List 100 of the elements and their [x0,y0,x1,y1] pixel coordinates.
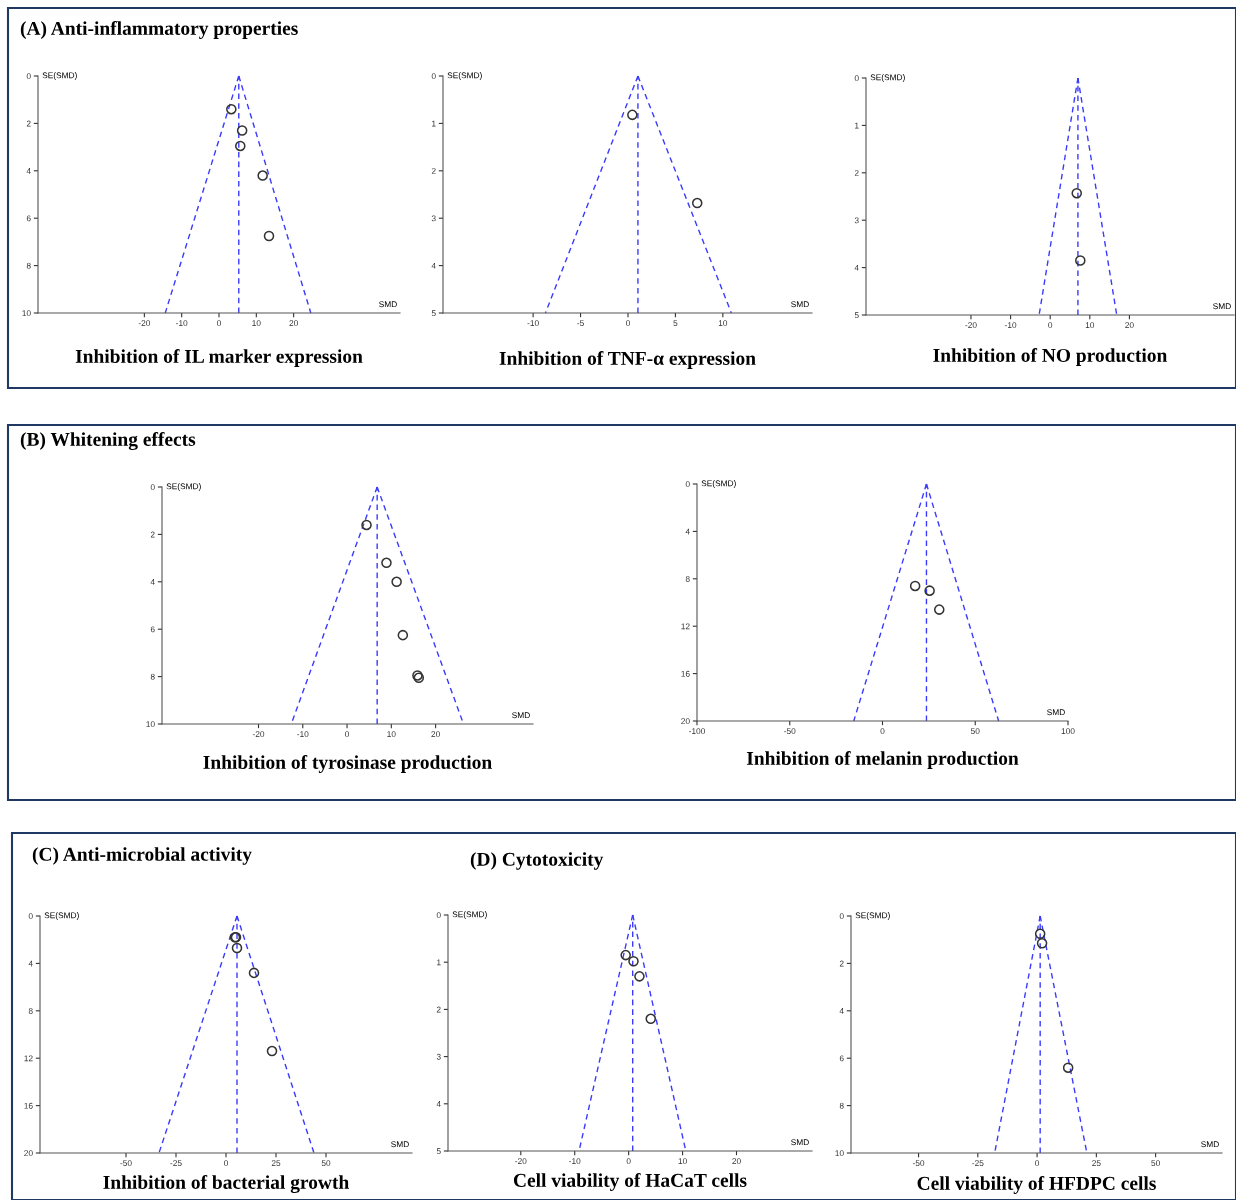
y-tick-label: 0 [436,912,441,919]
y-tick-label: 4 [150,579,155,585]
y-axis-title: SE(SMD) [701,480,736,488]
y-axis-title: SE(SMD) [452,911,487,919]
y-tick-label: 3 [431,215,436,222]
y-tick-label: 2 [436,1006,441,1013]
y-tick-label: 2 [854,170,859,176]
y-tick-label: 0 [854,75,859,82]
x-tick-label: -25 [972,1160,984,1167]
y-tick-label: 1 [855,122,859,129]
y-tick-label: 6 [839,1055,844,1062]
y-tick-label: 8 [839,1102,844,1109]
y-tick-label: 4 [854,264,859,271]
x-tick-label: 0 [626,1158,631,1165]
y-tick-label: 1 [437,959,441,966]
x-tick-label: 20 [289,320,298,327]
x-tick-label: -20 [138,320,151,327]
x-tick-label: 0 [345,731,350,738]
x-tick-label: -5 [577,320,584,327]
x-axis-title: SMD [391,1141,409,1148]
y-tick-label: 5 [854,312,859,319]
y-tick-label: 1 [432,120,436,127]
y-tick-label: 0 [150,484,155,491]
y-tick-label: 6 [150,626,155,633]
y-tick-label: 8 [150,673,155,680]
x-axis-title: SMD [1201,1141,1219,1148]
y-tick-label: 10 [22,310,31,317]
text: Inhibition of TNF-α expression [499,351,756,369]
text: Cell viability of HFDPC cells [917,1176,1156,1194]
x-tick-label: -20 [515,1158,527,1165]
x-tick-label: -50 [120,1160,132,1167]
y-axis-title: SE(SMD) [166,483,201,491]
text: Inhibition of IL marker expression [75,349,363,367]
x-tick-label: -25 [170,1160,182,1167]
y-tick-label: 2 [839,960,844,967]
x-tick-label: -10 [569,1158,581,1165]
x-axis-title: SMD [512,712,530,719]
y-tick-label: 12 [681,623,690,630]
x-tick-label: 25 [1092,1160,1101,1167]
x-tick-label: 0 [1035,1160,1040,1167]
y-tick-label: 4 [436,1101,441,1107]
y-tick-label: 0 [26,73,31,80]
y-tick-label: 0 [839,913,844,920]
y-axis-title: SE(SMD) [447,72,482,80]
x-tick-label: 0 [217,320,221,327]
y-axis-title: SE(SMD) [870,74,905,82]
y-tick-label: 2 [150,531,155,538]
x-tick-label: 0 [1048,322,1053,329]
y-axis-title: SE(SMD) [42,72,77,80]
x-tick-label: -20 [252,731,265,738]
y-tick-label: 6 [26,215,31,222]
y-tick-label: 3 [436,1053,441,1060]
y-tick-label: 20 [24,1150,33,1157]
y-tick-label: 4 [685,528,690,535]
y-tick-label: 5 [436,1148,441,1155]
x-tick-label: 5 [673,320,678,327]
x-axis-title: SMD [791,1139,809,1146]
x-tick-label: -10 [1004,322,1017,329]
text: Inhibition of tyrosinase production [203,755,492,773]
x-axis-title: SMD [379,301,397,308]
x-tick-label: -50 [784,728,796,735]
x-tick-label: -20 [965,322,977,329]
y-tick-label: 20 [681,718,690,725]
text: Inhibition of NO production [933,348,1168,366]
y-tick-label: 8 [26,262,31,269]
x-tick-label: 0 [880,728,885,735]
x-tick-label: 50 [1151,1160,1160,1167]
y-tick-label: 2 [431,168,436,174]
x-tick-label: 10 [252,320,261,327]
x-tick-label: 20 [732,1158,741,1165]
x-tick-label: 25 [271,1160,281,1167]
x-tick-label: 0 [625,320,630,327]
x-tick-label: -10 [527,320,539,327]
x-tick-label: -10 [297,731,309,738]
x-tick-label: 50 [970,728,980,735]
y-tick-label: 10 [835,1150,844,1157]
x-tick-label: 10 [718,320,728,327]
x-axis-title: SMD [791,301,809,308]
chart-title: (D) Cytotoxicity [470,852,604,870]
x-tick-label: 0 [224,1160,228,1167]
x-tick-label: 10 [1085,322,1095,329]
y-tick-label: 5 [431,310,436,317]
y-tick-label: 2 [26,120,31,127]
x-axis-title: SMD [1047,709,1065,716]
chart-title: (C) Anti-microbial activity [32,847,252,865]
y-tick-label: 10 [146,721,155,728]
y-tick-label: 0 [28,913,33,920]
x-tick-label: 50 [321,1160,331,1167]
x-tick-label: 100 [1061,728,1075,735]
y-tick-label: 3 [854,217,859,224]
chart-title: (A) Anti-inflammatory properties [20,21,298,39]
text: Cell viability of HaCaT cells [513,1173,747,1191]
y-tick-label: 0 [685,481,690,488]
y-tick-label: 4 [839,1008,844,1014]
y-tick-label: 4 [431,262,436,269]
text: Inhibition of bacterial growth [103,1175,349,1193]
x-axis-title: SMD [1213,303,1231,310]
y-axis-title: SE(SMD) [855,912,890,920]
x-tick-label: 20 [1125,322,1134,329]
chart-title: (B) Whitening effects [20,432,196,450]
